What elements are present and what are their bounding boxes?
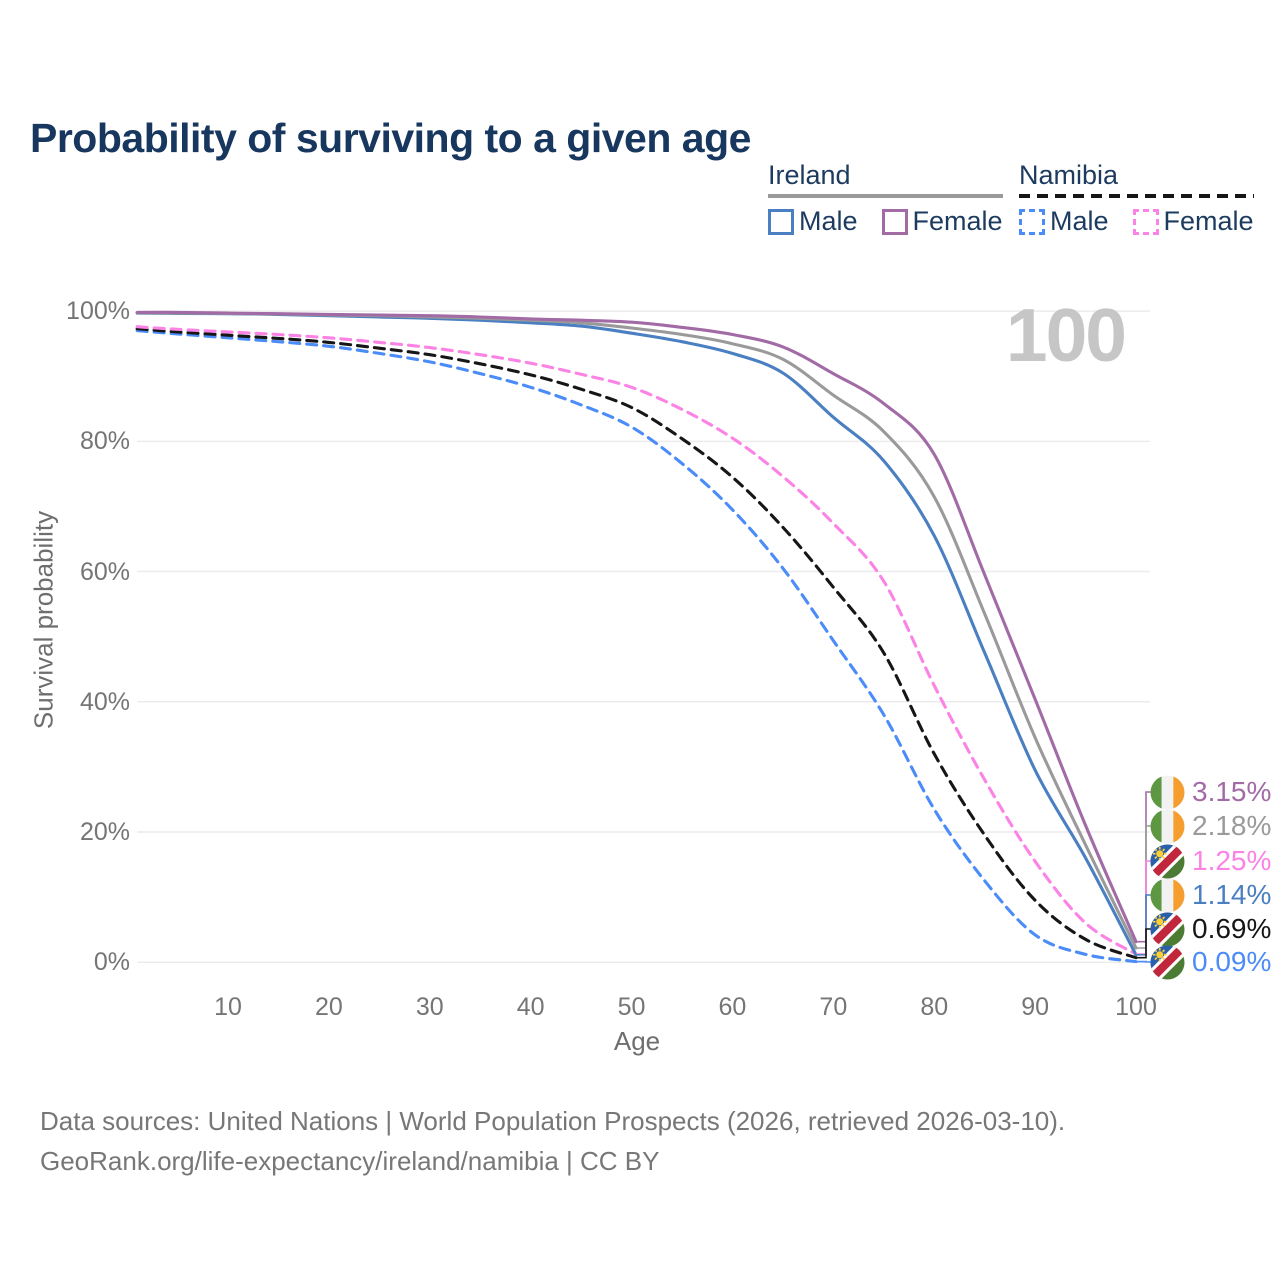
data-sources-text: Data sources: United Nations | World Pop… [40,1106,1066,1136]
attribution-text: GeoRank.org/life-expectancy/ireland/nami… [40,1146,660,1176]
series-line-ireland_both[interactable] [135,311,1138,950]
y-tick-label-100: 100% [66,297,130,326]
ireland-flag-icon [1150,808,1185,844]
x-tick-label-70: 70 [819,993,848,1021]
series-line-ireland_male[interactable] [135,311,1138,957]
y-tick-label-40: 40% [79,687,130,716]
x-axis-title: Age [613,1026,661,1056]
end-label-row-ireland_both: 2.18% [1150,808,1271,844]
ireland-flag-icon [1150,774,1185,810]
age-counter-watermark: 100 [1005,293,1127,377]
end-label-value-ireland_male: 1.14% [1192,879,1272,910]
end-label-value-ireland_female: 3.15% [1192,776,1272,807]
legend-checkbox-namibia_male[interactable] [1019,208,1045,235]
x-tick-label-20: 20 [314,993,343,1021]
x-tick-label-90: 90 [1021,993,1050,1021]
series-line-namibia_female[interactable] [135,325,1138,956]
y-tick-label-0: 0% [93,948,130,977]
ireland-flag-icon [1150,877,1185,913]
legend-label-ireland_male: Male [799,206,858,236]
series-line-ireland_female[interactable] [135,310,1138,944]
x-tick-label-10: 10 [214,993,242,1021]
legend-item-namibia_female[interactable]: Female [1132,206,1254,237]
legend-item-namibia_male[interactable]: Male [1019,206,1109,237]
end-label-row-namibia_female: 1.25% [1150,843,1271,879]
end-label-row-namibia_male: 0.09% [1150,944,1271,980]
legend-label-namibia_female: Female [1163,206,1254,236]
namibia-flag-icon [1150,843,1185,879]
legend-item-ireland_male[interactable]: Male [768,206,858,237]
legend-line-sample-ireland [768,194,1003,198]
end-label-value-namibia_both: 0.69% [1192,913,1272,944]
y-axis-title: Survival probability [28,510,59,730]
leader-line-ireland_male [1136,894,1152,956]
x-tick-label-100: 100 [1115,993,1157,1021]
end-label-value-namibia_female: 1.25% [1192,845,1272,876]
series-line-namibia_both[interactable] [135,327,1138,960]
legend-label-namibia_male: Male [1050,206,1109,236]
legend-label-ireland_female: Female [912,206,1003,236]
legend-checkbox-ireland_female[interactable] [881,208,908,235]
end-label-row-namibia_both: 0.69% [1150,911,1271,947]
x-tick-label-80: 80 [920,993,949,1021]
y-tick-label-20: 20% [79,817,130,846]
legend-line-sample-namibia [1019,194,1254,198]
series-line-namibia_male[interactable] [135,329,1138,964]
end-label-value-namibia_male: 0.09% [1192,946,1272,977]
x-tick-label-50: 50 [617,993,646,1021]
namibia-flag-icon [1150,911,1185,947]
page-title: Probability of surviving to a given age [30,115,751,162]
y-tick-label-80: 80% [79,427,130,456]
legend-country-ireland: Ireland [768,160,851,190]
leader-line-namibia_both [1136,928,1152,959]
y-tick-label-60: 60% [79,557,130,586]
end-label-row-ireland_female: 3.15% [1150,774,1271,810]
legend-group-ireland: Ireland Male Female [768,160,1003,237]
legend-checkbox-ireland_male[interactable] [768,208,794,235]
end-label-row-ireland_male: 1.14% [1150,877,1271,913]
legend-item-ireland_female[interactable]: Female [881,206,1003,237]
x-tick-label-30: 30 [415,993,444,1021]
x-tick-label-40: 40 [516,993,545,1021]
end-label-value-ireland_both: 2.18% [1192,810,1272,841]
x-tick-label-60: 60 [718,993,747,1021]
legend-checkbox-namibia_female[interactable] [1132,208,1159,235]
legend-country-namibia: Namibia [1019,160,1119,190]
legend-group-namibia: Namibia Male Female [1019,160,1254,237]
namibia-flag-icon [1150,944,1185,980]
